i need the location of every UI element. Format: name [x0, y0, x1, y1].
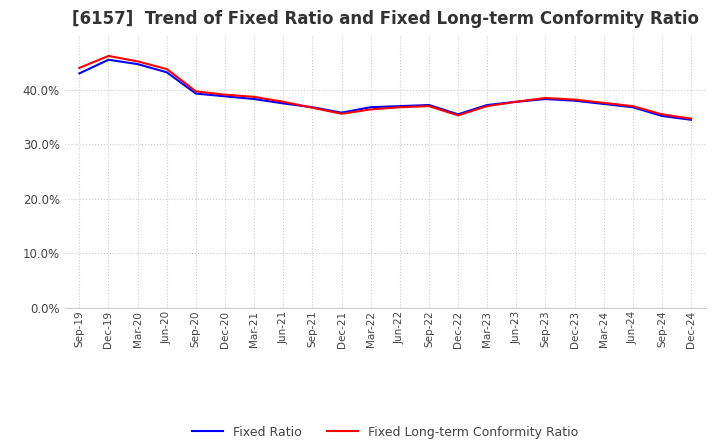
Fixed Long-term Conformity Ratio — [279, 99, 287, 104]
Fixed Ratio — [337, 110, 346, 115]
Fixed Ratio — [220, 94, 229, 99]
Fixed Ratio — [629, 105, 637, 110]
Fixed Long-term Conformity Ratio — [308, 105, 317, 110]
Line: Fixed Ratio: Fixed Ratio — [79, 60, 691, 120]
Fixed Ratio — [163, 70, 171, 75]
Fixed Ratio — [687, 117, 696, 122]
Fixed Long-term Conformity Ratio — [337, 111, 346, 117]
Fixed Ratio — [570, 98, 579, 103]
Fixed Long-term Conformity Ratio — [570, 97, 579, 102]
Fixed Ratio — [75, 71, 84, 76]
Fixed Long-term Conformity Ratio — [366, 107, 375, 112]
Fixed Long-term Conformity Ratio — [483, 103, 492, 109]
Fixed Long-term Conformity Ratio — [192, 89, 200, 94]
Fixed Long-term Conformity Ratio — [250, 94, 258, 99]
Fixed Long-term Conformity Ratio — [687, 116, 696, 121]
Line: Fixed Long-term Conformity Ratio: Fixed Long-term Conformity Ratio — [79, 56, 691, 119]
Legend: Fixed Ratio, Fixed Long-term Conformity Ratio: Fixed Ratio, Fixed Long-term Conformity … — [187, 421, 583, 440]
Fixed Ratio — [308, 105, 317, 110]
Fixed Ratio — [512, 99, 521, 104]
Fixed Ratio — [425, 103, 433, 108]
Fixed Ratio — [541, 96, 550, 102]
Fixed Long-term Conformity Ratio — [220, 92, 229, 97]
Fixed Long-term Conformity Ratio — [395, 105, 404, 110]
Fixed Long-term Conformity Ratio — [512, 99, 521, 104]
Title: [6157]  Trend of Fixed Ratio and Fixed Long-term Conformity Ratio: [6157] Trend of Fixed Ratio and Fixed Lo… — [72, 10, 698, 28]
Fixed Long-term Conformity Ratio — [133, 59, 142, 64]
Fixed Ratio — [454, 112, 462, 117]
Fixed Ratio — [395, 103, 404, 109]
Fixed Long-term Conformity Ratio — [541, 95, 550, 101]
Fixed Ratio — [192, 91, 200, 96]
Fixed Ratio — [657, 114, 666, 119]
Fixed Long-term Conformity Ratio — [657, 112, 666, 117]
Fixed Ratio — [133, 62, 142, 67]
Fixed Ratio — [483, 103, 492, 108]
Fixed Ratio — [250, 96, 258, 102]
Fixed Ratio — [366, 105, 375, 110]
Fixed Long-term Conformity Ratio — [425, 103, 433, 109]
Fixed Long-term Conformity Ratio — [75, 65, 84, 70]
Fixed Long-term Conformity Ratio — [104, 53, 113, 59]
Fixed Long-term Conformity Ratio — [454, 113, 462, 118]
Fixed Ratio — [279, 101, 287, 106]
Fixed Ratio — [104, 57, 113, 62]
Fixed Ratio — [599, 101, 608, 106]
Fixed Long-term Conformity Ratio — [629, 103, 637, 109]
Fixed Long-term Conformity Ratio — [163, 66, 171, 72]
Fixed Long-term Conformity Ratio — [599, 100, 608, 106]
